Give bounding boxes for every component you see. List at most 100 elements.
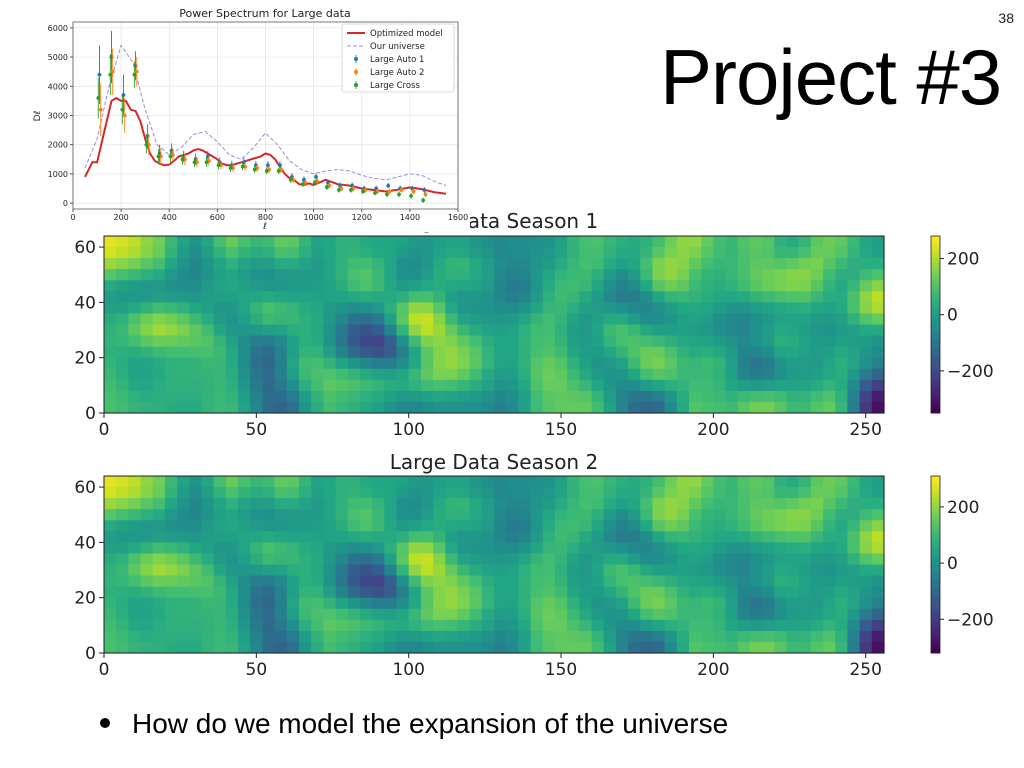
heatmap-cell <box>311 291 324 303</box>
heatmap-cell <box>603 346 617 359</box>
heatmap-cell <box>859 586 873 599</box>
heatmap-cell <box>457 608 471 621</box>
heatmap-cell <box>177 346 190 359</box>
heatmap-cell <box>140 476 154 488</box>
heatmap-cell <box>481 564 495 577</box>
heatmap-cell <box>518 335 532 348</box>
heatmap-cell <box>201 575 215 588</box>
heatmap-cell <box>810 357 824 370</box>
heatmap-cell <box>323 324 337 337</box>
heatmap-cell <box>201 597 215 610</box>
heatmap-cell <box>481 509 495 521</box>
heatmap-cell <box>201 553 215 566</box>
heatmap-cell <box>274 531 288 543</box>
y-tick-label: 6000 <box>48 24 68 33</box>
heatmap-cell <box>116 335 129 348</box>
heatmap-cell <box>762 357 775 370</box>
heatmap-cell <box>554 542 568 555</box>
heatmap-cell <box>810 476 824 488</box>
heatmap-cell <box>140 630 154 643</box>
heatmap-cell <box>262 335 276 348</box>
heatmap-cell <box>164 390 178 403</box>
heatmap-cell <box>847 619 861 632</box>
heatmap-cell <box>664 335 678 348</box>
y-tick-label: 40 <box>74 533 96 553</box>
heatmap-cell <box>628 586 641 599</box>
heatmap-cell <box>104 608 117 621</box>
heatmap-cell <box>603 487 617 499</box>
heatmap-cell <box>396 575 410 588</box>
heatmap-cell <box>810 641 824 654</box>
heatmap-cell <box>299 641 312 654</box>
heatmap-cell <box>762 269 775 281</box>
heatmap-cell <box>798 564 812 577</box>
heatmap-cell <box>676 313 690 326</box>
heatmap-cell <box>494 390 507 403</box>
heatmap-cell <box>347 487 361 499</box>
heatmap-cell <box>615 247 629 259</box>
heatmap-cell <box>713 487 727 499</box>
heatmap-cell <box>104 520 117 532</box>
heatmap-cell <box>201 542 215 555</box>
heatmap-cell <box>128 619 142 632</box>
heatmap-cell <box>518 401 532 414</box>
heatmap-cell <box>640 291 654 303</box>
heatmap-cell <box>164 357 178 370</box>
bullet-item: How do we model the expansion of the uni… <box>100 708 728 740</box>
heatmap-cell <box>128 553 142 566</box>
heatmap-cell <box>225 641 239 654</box>
heatmap-cell <box>494 564 507 577</box>
heatmap-cell <box>640 498 654 510</box>
heatmap-cell <box>262 313 276 326</box>
heatmap-cell <box>542 302 556 315</box>
heatmap-cell <box>189 553 203 566</box>
heatmap-cell <box>579 498 593 510</box>
heatmap-cell <box>591 531 605 543</box>
heatmap-cell <box>713 258 727 270</box>
heatmap-cell <box>542 368 556 381</box>
heatmap-cell <box>786 247 800 259</box>
heatmap-cell <box>628 553 641 566</box>
heatmap-cell <box>481 368 495 381</box>
heatmap-cell <box>847 575 861 588</box>
heatmap-cell <box>189 542 203 555</box>
heatmap-cell <box>347 630 361 643</box>
heatmap-cell <box>238 586 251 599</box>
heatmap-cell <box>116 324 129 337</box>
heatmap-cell <box>749 280 763 292</box>
heatmap-cell <box>713 302 727 315</box>
heatmap-cell <box>359 630 373 643</box>
heatmap-cell <box>494 586 507 599</box>
heatmap-cell <box>774 258 788 270</box>
heatmap-cell <box>518 379 532 392</box>
heatmap-cell <box>628 269 641 281</box>
heatmap-cell <box>311 564 324 577</box>
heatmap-cell <box>445 291 459 303</box>
heatmap-cell <box>701 247 714 259</box>
heatmap-cell <box>250 346 264 359</box>
heatmap-cell <box>323 564 337 577</box>
heatmap-cell <box>201 269 215 281</box>
heatmap-cell <box>725 509 739 521</box>
heatmap-cell <box>737 619 751 632</box>
heatmap-cell <box>774 586 788 599</box>
colorbar-segment <box>931 568 940 574</box>
heatmap-cell <box>652 236 666 248</box>
heatmap-cell <box>250 236 264 248</box>
heatmap-cell <box>213 269 227 281</box>
heatmap-cell <box>518 313 532 326</box>
heatmap-cell <box>628 379 641 392</box>
heatmap-cell <box>786 531 800 543</box>
heatmap-cell <box>372 531 385 543</box>
heatmap-cell <box>530 258 544 270</box>
heatmap-cell <box>591 641 605 654</box>
heatmap-cell <box>603 542 617 555</box>
heatmap-cell <box>554 586 568 599</box>
heatmap-cell <box>615 597 629 610</box>
heatmap-cell <box>189 575 203 588</box>
heatmap-cell <box>128 597 142 610</box>
heatmap-cell <box>506 302 519 315</box>
heatmap-cell <box>372 498 385 510</box>
heatmap-cell <box>542 476 556 488</box>
heatmap-cell <box>396 335 410 348</box>
